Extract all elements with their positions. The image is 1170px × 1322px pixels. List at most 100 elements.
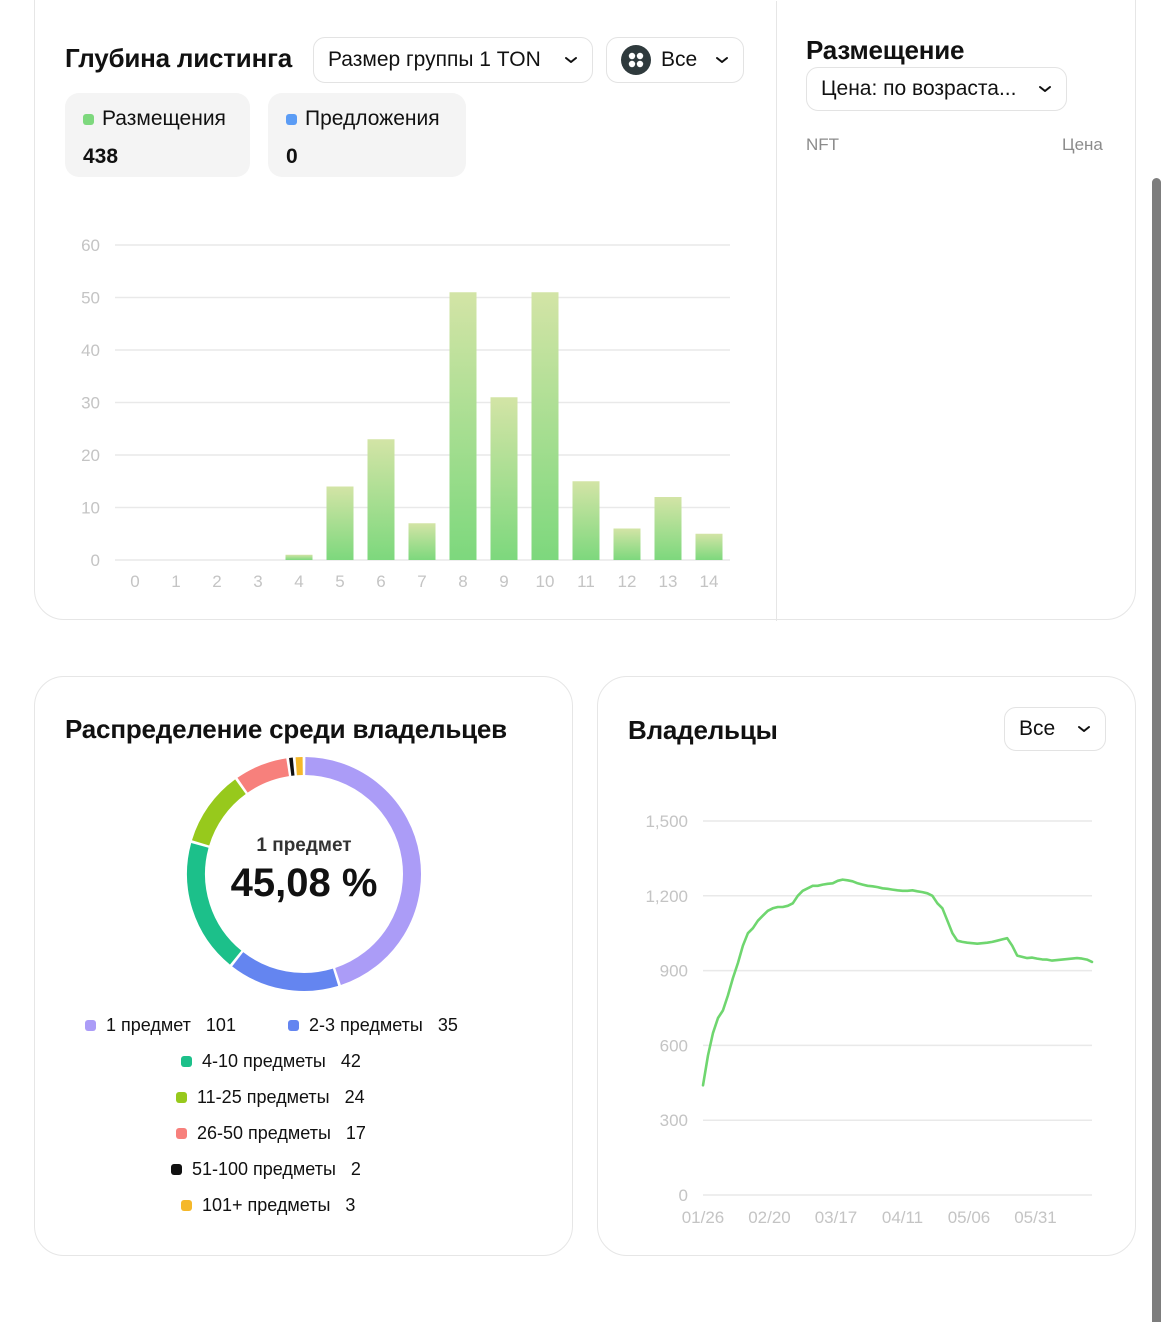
y-tick-label: 1,200 xyxy=(645,887,688,906)
x-tick-label: 2 xyxy=(212,572,221,591)
owners-series-line xyxy=(701,878,1094,1087)
offers-label: Предложения xyxy=(305,107,440,130)
legend-label: 26-50 предметы xyxy=(197,1123,331,1143)
listing-depth-card: Глубина листинга Размер группы 1 TON Все… xyxy=(34,0,1136,621)
x-tick-label: 13 xyxy=(659,572,678,591)
donut-slice xyxy=(191,779,246,846)
x-tick-label: 05/31 xyxy=(1014,1208,1057,1227)
x-tick-label: 04/11 xyxy=(882,1208,923,1227)
legend-swatch xyxy=(288,1020,299,1031)
y-tick-label: 300 xyxy=(660,1111,688,1130)
legend-label: 101+ предметы xyxy=(202,1195,331,1215)
x-tick-label: 8 xyxy=(458,572,467,591)
donut-slice xyxy=(187,842,242,965)
x-tick-label: 6 xyxy=(376,572,385,591)
owners-range-value: Все xyxy=(1019,717,1056,740)
legend-item-4[interactable]: 11-25 предметы 24 xyxy=(176,1087,365,1108)
y-tick-label: 20 xyxy=(81,446,100,465)
y-tick-label: 10 xyxy=(81,499,100,518)
legend-swatch xyxy=(85,1020,96,1031)
legend-count: 101 xyxy=(205,1015,236,1035)
legend-swatch xyxy=(176,1092,187,1103)
bar xyxy=(449,292,477,560)
legend-label: 4-10 предметы xyxy=(202,1051,326,1071)
legend-count: 2 xyxy=(350,1159,361,1179)
bar xyxy=(654,497,682,560)
x-tick-label: 5 xyxy=(335,572,344,591)
legend-label: 11-25 предметы xyxy=(197,1087,330,1107)
donut-slice xyxy=(232,951,339,991)
x-tick-label: 14 xyxy=(700,572,719,591)
y-tick-label: 50 xyxy=(81,289,100,308)
y-tick-label: 600 xyxy=(660,1036,688,1055)
legend-swatch xyxy=(181,1200,192,1211)
y-tick-label: 1,500 xyxy=(645,812,688,831)
donut-center-label: 1 предмет xyxy=(256,835,352,856)
listing-depth-title: Глубина листинга xyxy=(65,43,292,73)
legend-item-7[interactable]: 101+ предметы 3 xyxy=(181,1195,355,1216)
donut-slice xyxy=(305,757,421,986)
offers-stat: Предложения 0 xyxy=(268,93,466,177)
owners-line-chart: 0 300 600 900 1,200 1,500 01/26 02/20 03/17 04/11… xyxy=(645,812,1094,1227)
group-size-select[interactable]: Размер группы 1 TON xyxy=(313,37,593,83)
legend-count: 42 xyxy=(340,1051,361,1071)
legend-item-5[interactable]: 26-50 предметы 17 xyxy=(176,1123,366,1144)
scrollbar[interactable] xyxy=(1152,178,1161,1322)
chevron-down-icon xyxy=(1039,86,1051,92)
x-tick-label: 11 xyxy=(577,572,595,591)
legend-count: 35 xyxy=(437,1015,458,1035)
legend-swatch xyxy=(181,1056,192,1067)
bar xyxy=(367,439,395,560)
bar xyxy=(572,481,600,560)
donut-center-value: 45,08 % xyxy=(230,861,378,905)
legend-label: 1 предмет xyxy=(106,1015,191,1035)
legend-label: 51-100 предметы xyxy=(192,1159,336,1179)
bar xyxy=(326,486,354,560)
legend-item-2[interactable]: 2-3 предметы 35 xyxy=(288,1015,458,1036)
price-column-header: Цена xyxy=(1062,135,1103,154)
legend-item-1[interactable]: 1 предмет 101 xyxy=(85,1015,236,1036)
bar xyxy=(695,533,723,560)
bar xyxy=(531,292,559,560)
listings-label: Размещения xyxy=(102,107,226,130)
owners-range-select[interactable]: Все xyxy=(1004,707,1106,751)
y-tick-label: 60 xyxy=(81,236,100,255)
x-tick-label: 7 xyxy=(417,572,426,591)
bar xyxy=(613,528,641,560)
offers-legend-dot xyxy=(286,113,297,125)
x-tick-label: 05/06 xyxy=(948,1208,991,1227)
donut-slice xyxy=(237,758,290,793)
sort-select[interactable]: Цена: по возраста... xyxy=(806,67,1067,111)
x-tick-label: 0 xyxy=(130,572,139,591)
distribution-donut-chart xyxy=(187,757,421,991)
y-tick-label: 900 xyxy=(660,962,688,981)
legend-swatch xyxy=(171,1164,182,1175)
bar xyxy=(285,554,313,560)
chevron-down-icon xyxy=(716,57,728,63)
collection-filter-select[interactable]: Все xyxy=(606,37,744,83)
y-tick-label: 0 xyxy=(91,551,100,570)
listings-stat: Размещения 438 xyxy=(65,93,250,177)
chevron-down-icon xyxy=(1078,726,1090,732)
owner-distribution-card: Распределение среди владельцев 1 предмет… xyxy=(34,676,573,1256)
collection-filter-value: Все xyxy=(661,48,698,71)
y-tick-label: 30 xyxy=(81,394,100,413)
x-tick-label: 02/20 xyxy=(748,1208,791,1227)
x-tick-label: 12 xyxy=(618,572,637,591)
legend-count: 3 xyxy=(345,1195,356,1215)
x-tick-label: 10 xyxy=(536,572,555,591)
legend-item-6[interactable]: 51-100 предметы 2 xyxy=(171,1159,361,1180)
group-size-select-value: Размер группы 1 TON xyxy=(328,48,541,71)
offers-value: 0 xyxy=(286,145,298,168)
legend-item-3[interactable]: 4-10 предметы 42 xyxy=(181,1051,361,1072)
x-tick-label: 9 xyxy=(499,572,508,591)
legend-swatch xyxy=(176,1128,187,1139)
collection-avatar-icon xyxy=(621,45,651,75)
bar xyxy=(408,523,436,560)
x-tick-label: 3 xyxy=(253,572,262,591)
distribution-title: Распределение среди владельцев xyxy=(65,714,507,744)
card-divider xyxy=(776,1,777,621)
nft-column-header: NFT xyxy=(806,135,840,154)
listings-value: 438 xyxy=(83,145,119,168)
